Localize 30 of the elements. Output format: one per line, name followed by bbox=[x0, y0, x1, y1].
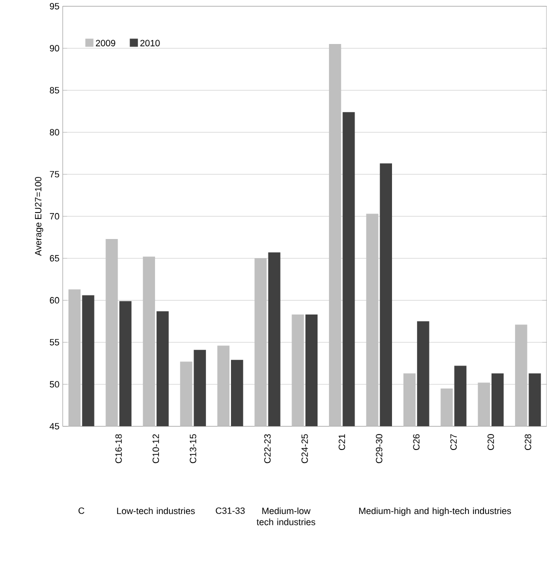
legend-label: 2009 bbox=[96, 40, 116, 46]
x-tick-label: C13-15 bbox=[190, 434, 196, 464]
y-tick-label: 75 bbox=[50, 171, 60, 178]
x-tick-label: C27 bbox=[450, 434, 457, 450]
x-tick-label: C20 bbox=[488, 434, 494, 450]
x-tick-label: C21 bbox=[338, 434, 346, 450]
legend-label: 2010 bbox=[140, 40, 160, 46]
x-tick-label: C10-12 bbox=[152, 434, 160, 464]
y-tick-label: 65 bbox=[50, 255, 60, 262]
text: C31-33 bbox=[216, 507, 245, 514]
y-tick-label: 85 bbox=[50, 87, 60, 94]
x-tick-label: C26 bbox=[413, 434, 420, 450]
x-tick-label: C22-23 bbox=[264, 434, 271, 464]
y-axis-title: Average EU27=100 bbox=[35, 176, 44, 256]
y-tick-label: 70 bbox=[50, 213, 60, 220]
y-tick-label: 55 bbox=[50, 339, 60, 346]
x-tick-label: C24-25 bbox=[302, 434, 308, 464]
x-tick-label: C29-30 bbox=[376, 434, 382, 464]
y-tick-label: 90 bbox=[50, 45, 60, 52]
text: Low-tech industries bbox=[117, 507, 195, 514]
y-tick-label: 80 bbox=[50, 129, 60, 136]
text: Medium-high and high-tech industries bbox=[359, 507, 512, 516]
y-tick-label: 95 bbox=[50, 3, 60, 10]
y-tick-label: 45 bbox=[50, 423, 60, 430]
y-tick-label: 60 bbox=[50, 297, 60, 304]
x-tick-label: C28 bbox=[524, 434, 532, 450]
text: Medium-low tech industries bbox=[256, 507, 316, 526]
x-tick-label: C16-18 bbox=[115, 434, 122, 464]
y-tick-label: 50 bbox=[50, 381, 60, 388]
text: C bbox=[78, 507, 84, 514]
